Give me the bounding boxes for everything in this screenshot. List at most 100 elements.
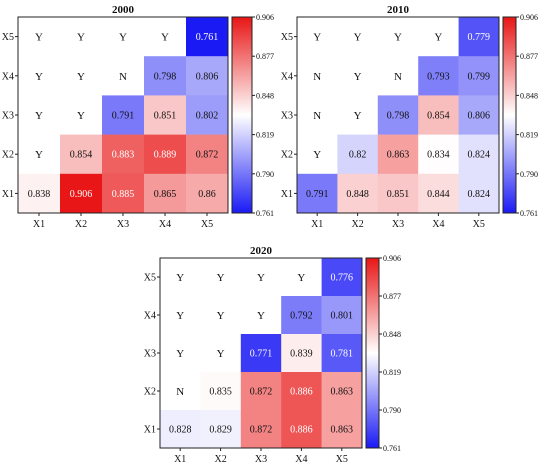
cell-value-label: 0.834 (427, 150, 450, 161)
cell-significance-label: Y (176, 272, 184, 284)
heatmap-cell (144, 134, 187, 175)
heatmap-cell (186, 17, 229, 57)
y-tick-label: X1 (144, 425, 156, 436)
cell-value-label: 0.798 (387, 111, 410, 122)
heatmap-cell (321, 334, 363, 373)
cell-significance-label: Y (77, 32, 85, 44)
cell-value-label: 0.872 (250, 425, 273, 436)
colorbar-tick-label: 0.761 (256, 209, 274, 218)
cell-value-label: 0.863 (331, 425, 354, 436)
colorbar-tick-label: 0.761 (383, 444, 401, 453)
x-tick-label: X1 (33, 219, 45, 230)
heatmap-cell (18, 173, 61, 214)
x-tick-label: X3 (117, 219, 129, 230)
cell-significance-label: Y (313, 32, 321, 44)
cell-significance-label: N (119, 71, 127, 83)
colorbar-tick-label: 0.877 (383, 292, 401, 301)
colorbar-tick-label: 0.906 (256, 13, 274, 22)
heatmap-cell (200, 372, 242, 411)
y-tick-label: X1 (2, 189, 14, 200)
y-tick-label: X5 (144, 273, 156, 284)
chart-title: 2000 (112, 4, 135, 16)
heatmap-cell (186, 134, 229, 175)
cell-value-label: 0.906 (70, 189, 93, 200)
cell-significance-label: Y (217, 348, 225, 360)
x-tick-label: X2 (214, 454, 226, 465)
colorbar-tick-label: 0.877 (256, 52, 274, 61)
y-tick-label: X5 (2, 32, 14, 43)
heatmap-cell (418, 134, 459, 175)
cell-value-label: 0.886 (290, 387, 313, 398)
cell-value-label: 0.791 (306, 189, 329, 200)
cell-value-label: 0.806 (196, 71, 219, 82)
heatmap-cell (337, 173, 379, 214)
heatmap-cell (458, 173, 500, 214)
heatmap-cell (337, 134, 379, 175)
heatmap-cell (297, 173, 338, 214)
colorbar-tick-label: 0.790 (383, 406, 401, 415)
cell-value-label: 0.799 (468, 71, 491, 82)
y-tick-label: X3 (281, 111, 293, 122)
cell-significance-label: Y (35, 149, 43, 161)
cell-value-label: 0.806 (468, 111, 491, 122)
cell-value-label: 0.886 (290, 425, 313, 436)
heatmap-cell (377, 95, 419, 135)
heatmap-cell (281, 334, 322, 373)
heatmap-cell (418, 95, 459, 135)
cell-value-label: 0.798 (154, 71, 177, 82)
heatmap-cell (240, 334, 282, 373)
heatmap-panel-2010: 2010 Y Y Y Y 0.779 N Y N 0.793 0.799 N Y 0.798 0.854 0.… (281, 4, 538, 230)
x-tick-label: X3 (255, 454, 267, 465)
cell-value-label: 0.793 (427, 71, 450, 82)
cell-value-label: 0.801 (331, 311, 354, 322)
cell-value-label: 0.851 (387, 189, 410, 200)
x-tick-label: X1 (174, 454, 186, 465)
heatmap-cell (200, 410, 242, 449)
heatmap-cell (458, 56, 500, 96)
cell-significance-label: Y (77, 110, 85, 122)
x-tick-label: X5 (336, 454, 348, 465)
cell-significance-label: Y (354, 110, 362, 122)
cell-value-label: 0.865 (154, 189, 177, 200)
colorbar-tick-label: 0.848 (383, 330, 401, 339)
cell-significance-label: Y (176, 348, 184, 360)
cell-significance-label: Y (35, 110, 43, 122)
cell-significance-label: Y (77, 71, 85, 83)
heatmap-cell (60, 134, 103, 175)
y-tick-label: X1 (281, 189, 293, 200)
cell-value-label: 0.86 (198, 189, 216, 200)
cell-value-label: 0.781 (331, 349, 354, 360)
heatmap-cell (144, 95, 187, 135)
heatmap-cell (102, 173, 145, 214)
cell-value-label: 0.889 (154, 150, 177, 161)
heatmap-cell (102, 134, 145, 175)
cell-value-label: 0.771 (250, 349, 273, 360)
heatmap-cell (321, 258, 363, 297)
heatmap-cell (60, 173, 103, 214)
y-tick-label: X4 (281, 71, 293, 82)
cell-significance-label: Y (394, 32, 402, 44)
y-tick-label: X2 (144, 387, 156, 398)
heatmap-cell (418, 56, 459, 96)
heatmap-cell (458, 95, 500, 135)
cell-value-label: 0.838 (28, 189, 51, 200)
heatmap-cell (240, 410, 282, 449)
cell-value-label: 0.844 (427, 189, 450, 200)
chart-title: 2010 (387, 4, 410, 16)
heatmap-cell (144, 173, 187, 214)
colorbar-tick-label: 0.761 (520, 209, 538, 218)
x-tick-label: X4 (295, 454, 307, 465)
heatmap-cell (160, 410, 201, 449)
y-tick-label: X2 (2, 150, 14, 161)
cell-significance-label: Y (176, 310, 184, 322)
heatmap-cell (321, 296, 363, 335)
cell-value-label: 0.82 (349, 150, 367, 161)
cell-value-label: 0.872 (250, 387, 273, 398)
cell-significance-label: Y (35, 71, 43, 83)
heatmap-cell (281, 372, 322, 411)
cell-value-label: 0.851 (154, 111, 177, 122)
cell-significance-label: Y (354, 32, 362, 44)
cell-value-label: 0.839 (290, 349, 313, 360)
heatmap-cell (102, 95, 145, 135)
